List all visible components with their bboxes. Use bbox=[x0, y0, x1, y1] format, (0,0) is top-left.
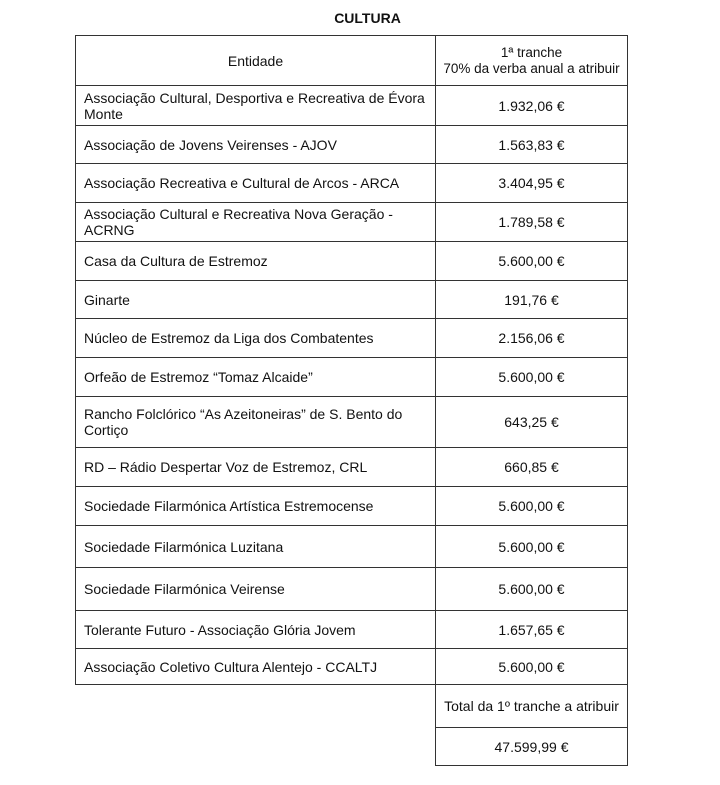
table-row: Associação de Jovens Veirenses - AJOV 1.5… bbox=[75, 125, 628, 163]
amount-cell: 1.563,83 € bbox=[498, 136, 565, 153]
entity-cell: Rancho Folclórico “As Azeitoneiras” de S… bbox=[76, 397, 436, 447]
entity-cell: Ginarte bbox=[76, 281, 436, 318]
amount-cell: 5.600,00 € bbox=[498, 581, 565, 597]
entity-cell: RD – Rádio Despertar Voz de Estremoz, CR… bbox=[76, 448, 436, 486]
table-row: Rancho Folclórico “As Azeitoneiras” de S… bbox=[75, 396, 628, 447]
funding-table: Entidade 1ª tranche 70% da verba anual a… bbox=[75, 35, 628, 685]
table-row: Sociedade Filarmónica Artística Estremoc… bbox=[75, 486, 628, 525]
table-row: Orfeão de Estremoz “Tomaz Alcaide” 5.600,… bbox=[75, 357, 628, 396]
entity-cell: Associação Recreativa e Cultural de Arco… bbox=[76, 164, 436, 202]
entity-cell: Sociedade Filarmónica Luzitana bbox=[76, 526, 436, 567]
document-title: CULTURA bbox=[334, 10, 401, 26]
table-row: Sociedade Filarmónica Luzitana 5.600,00 € bbox=[75, 525, 628, 567]
amount-cell: 5.600,00 € bbox=[498, 369, 565, 385]
amount-cell: 1.932,06 € bbox=[498, 97, 565, 114]
amount-cell: 5.600,00 € bbox=[498, 658, 565, 675]
amount-cell: 3.404,95 € bbox=[498, 175, 565, 191]
entity-cell: Associação Cultural, Desportiva e Recrea… bbox=[76, 86, 436, 125]
entity-cell: Associação Cultural e Recreativa Nova Ge… bbox=[76, 203, 436, 241]
entity-cell: Orfeão de Estremoz “Tomaz Alcaide” bbox=[76, 358, 436, 396]
entity-cell: Sociedade Filarmónica Artística Estremoc… bbox=[76, 487, 436, 525]
entity-cell: Casa da Cultura de Estremoz bbox=[76, 242, 436, 280]
table-row: Tolerante Futuro - Associação Glória Jov… bbox=[75, 610, 628, 648]
amount-cell: 1.789,58 € bbox=[498, 214, 565, 230]
entity-cell: Associação Coletivo Cultura Alentejo - C… bbox=[76, 649, 436, 684]
table-row: Associação Cultural, Desportiva e Recrea… bbox=[75, 85, 628, 125]
total-label: Total da 1º tranche a atribuir bbox=[435, 684, 628, 728]
amount-cell: 191,76 € bbox=[504, 291, 559, 308]
header-entity: Entidade bbox=[76, 36, 436, 85]
entity-cell: Tolerante Futuro - Associação Glória Jov… bbox=[76, 611, 436, 648]
table-row: Associação Recreativa e Cultural de Arco… bbox=[75, 163, 628, 202]
table-row: Sociedade Filarmónica Veirense 5.600,00 € bbox=[75, 567, 628, 610]
header-tranche: 1ª tranche 70% da verba anual a atribuir bbox=[443, 44, 620, 76]
amount-cell: 660,85 € bbox=[504, 459, 559, 475]
table-row: Associação Coletivo Cultura Alentejo - C… bbox=[75, 648, 628, 685]
amount-cell: 5.600,00 € bbox=[498, 498, 565, 514]
table-row: RD – Rádio Despertar Voz de Estremoz, CR… bbox=[75, 447, 628, 486]
amount-cell: 643,25 € bbox=[504, 414, 559, 430]
amount-cell: 2.156,06 € bbox=[498, 330, 565, 346]
table-row: Ginarte 191,76 € bbox=[75, 280, 628, 318]
table-row: Casa da Cultura de Estremoz 5.600,00 € bbox=[75, 241, 628, 280]
amount-cell: 5.600,00 € bbox=[498, 253, 565, 269]
entity-cell: Núcleo de Estremoz da Liga dos Combatent… bbox=[76, 319, 436, 357]
amount-cell: 5.600,00 € bbox=[498, 538, 565, 555]
table-row: Associação Cultural e Recreativa Nova Ge… bbox=[75, 202, 628, 241]
total-value: 47.599,99 € bbox=[435, 727, 628, 766]
entity-cell: Sociedade Filarmónica Veirense bbox=[76, 568, 436, 610]
table-row: Núcleo de Estremoz da Liga dos Combatent… bbox=[75, 318, 628, 357]
entity-cell: Associação de Jovens Veirenses - AJOV bbox=[76, 126, 436, 163]
amount-cell: 1.657,65 € bbox=[498, 621, 565, 638]
table-header-row: Entidade 1ª tranche 70% da verba anual a… bbox=[75, 35, 628, 85]
